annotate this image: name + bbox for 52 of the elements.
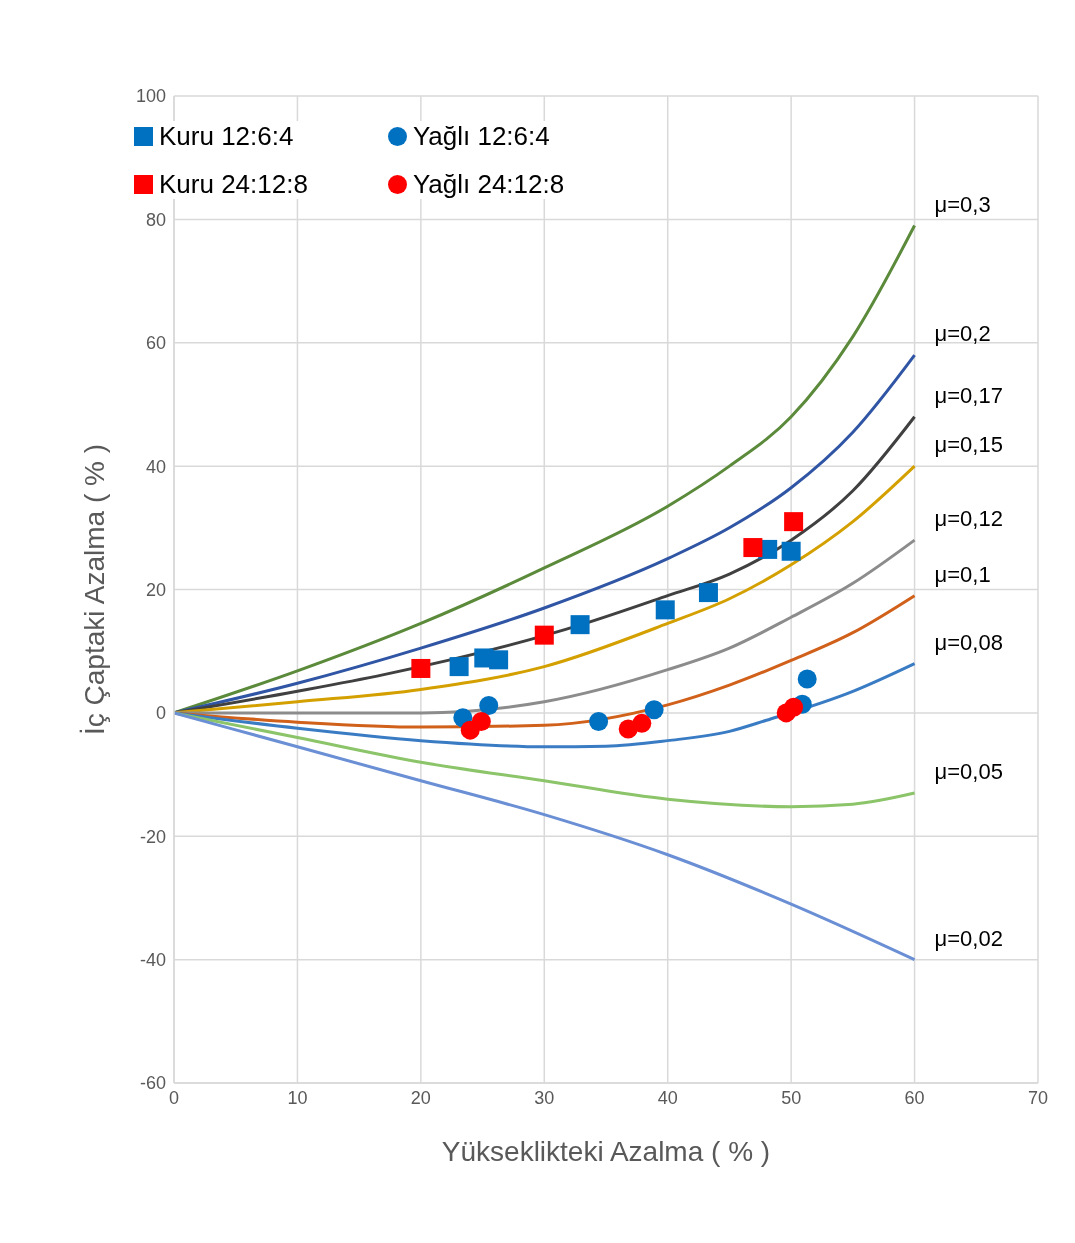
point (589, 712, 609, 732)
y-tick-label: 20 (145, 579, 166, 600)
line-series (174, 538, 917, 715)
legend-label: Kuru 12:6:4 (159, 121, 294, 151)
x-tick-label: 10 (287, 1087, 308, 1108)
point (644, 700, 664, 720)
point (743, 538, 763, 558)
point (489, 650, 509, 670)
x-tick-label: 0 (168, 1087, 180, 1108)
legend-label: Yağlı 12:6:4 (412, 121, 550, 151)
series-label: μ=0,12 (934, 506, 1003, 532)
y-tick-label: -60 (139, 1073, 166, 1094)
point (784, 512, 804, 532)
legend-label: Kuru 24:12:8 (159, 169, 308, 199)
point (655, 600, 675, 620)
point (784, 697, 804, 717)
x-tick-label: 20 (410, 1087, 431, 1108)
y-tick-label: 40 (145, 456, 166, 477)
y-tick-label: 0 (155, 703, 166, 724)
point (570, 615, 590, 635)
x-tick-label: 50 (781, 1087, 802, 1108)
point (698, 583, 718, 603)
y-tick-label: 100 (135, 86, 166, 107)
point (797, 669, 817, 689)
series-label: μ=0,1 (934, 561, 991, 587)
series-label: μ=0,08 (934, 629, 1003, 655)
x-tick-label: 70 (1027, 1087, 1049, 1108)
point (471, 712, 491, 732)
series-label: μ=0,05 (934, 759, 1003, 785)
point (632, 713, 652, 733)
point (411, 658, 431, 678)
series-label: μ=0,02 (934, 925, 1003, 951)
y-axis-title: İç Çaptaki Azalma ( % ) (78, 444, 110, 735)
x-axis-title: Yükseklikteki Azalma ( % ) (441, 1136, 771, 1167)
legend-label: Yağlı 24:12:8 (412, 169, 565, 199)
series-label: μ=0,2 (934, 321, 991, 347)
point (781, 541, 801, 561)
line-series (174, 711, 917, 962)
point (449, 657, 469, 677)
x-tick-label: 40 (657, 1087, 678, 1108)
y-tick-label: -40 (139, 950, 166, 971)
series-label: μ=0,15 (934, 432, 1003, 458)
series-label: μ=0,17 (934, 382, 1003, 408)
y-tick-label: 60 (145, 333, 166, 354)
x-tick-label: 60 (904, 1087, 925, 1108)
point (534, 625, 554, 645)
y-tick-label: 80 (145, 209, 166, 230)
x-tick-label: 30 (534, 1087, 555, 1108)
point (479, 695, 499, 715)
y-tick-label: -20 (139, 826, 166, 847)
line-series (174, 594, 917, 729)
series-label: μ=0,3 (934, 191, 991, 217)
